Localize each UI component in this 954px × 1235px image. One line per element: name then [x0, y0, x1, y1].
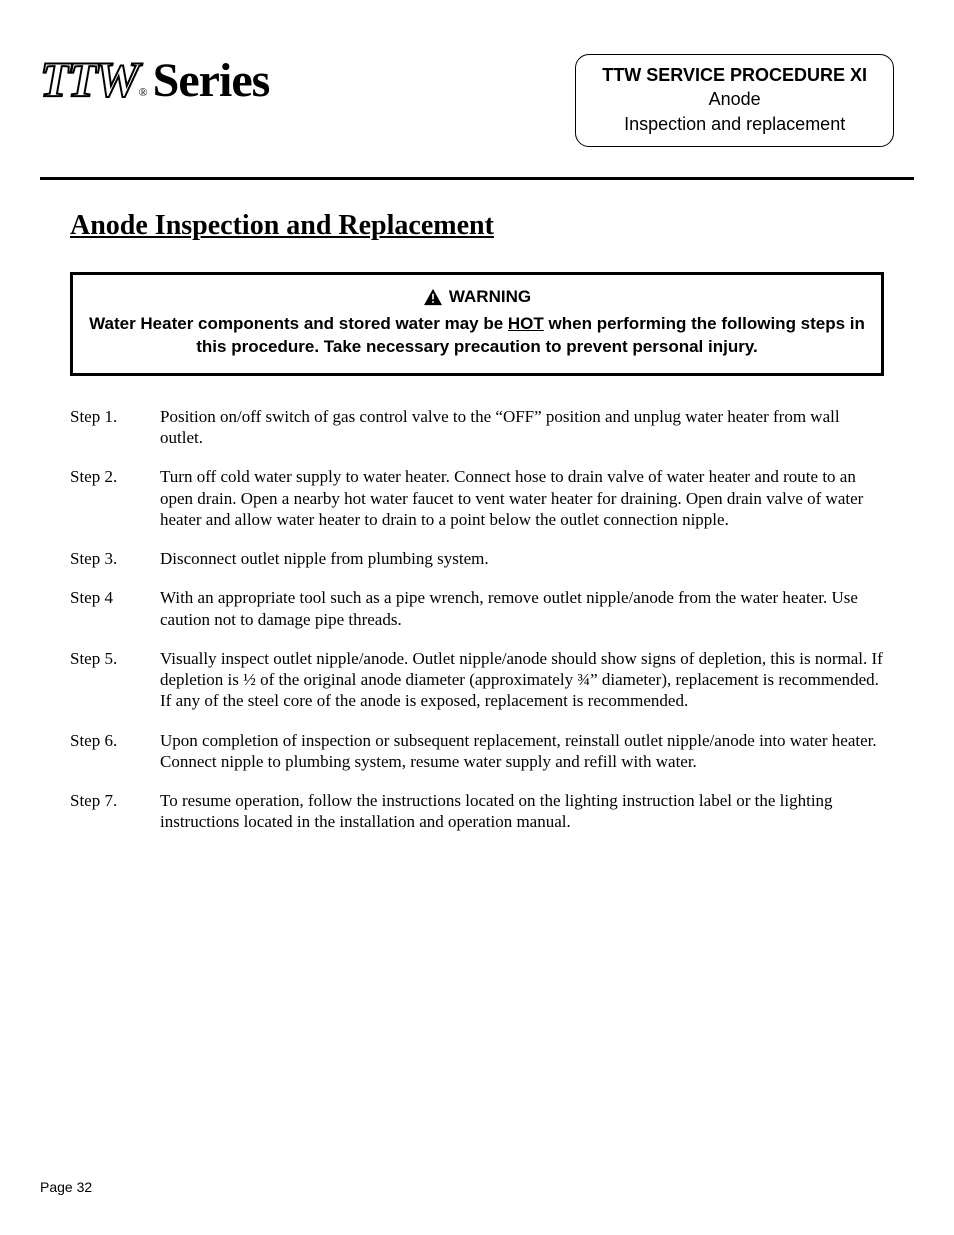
step-body: With an appropriate tool such as a pipe …: [160, 587, 884, 630]
step-body: Upon completion of inspection or subsequ…: [160, 730, 884, 773]
step-label: Step 7.: [70, 790, 160, 833]
step-body: Visually inspect outlet nipple/anode. Ou…: [160, 648, 884, 712]
warning-hot-word: HOT: [508, 314, 544, 333]
step-label: Step 4: [70, 587, 160, 630]
procedure-subtitle-2: Inspection and replacement: [602, 112, 867, 136]
main-content: Anode Inspection and Replacement WARNING…: [0, 180, 954, 833]
step-label: Step 1.: [70, 406, 160, 449]
warning-label: WARNING: [449, 287, 531, 307]
step-row: Step 5. Visually inspect outlet nipple/a…: [70, 648, 884, 712]
procedure-title: TTW SERVICE PROCEDURE XI: [602, 63, 867, 87]
step-label: Step 2.: [70, 466, 160, 530]
step-row: Step 6. Upon completion of inspection or…: [70, 730, 884, 773]
warning-text: Water Heater components and stored water…: [89, 313, 865, 359]
step-body: Turn off cold water supply to water heat…: [160, 466, 884, 530]
logo-brand-text: TTW: [40, 50, 141, 108]
page-header: TTW® Series TTW SERVICE PROCEDURE XI Ano…: [0, 0, 954, 167]
step-body: Position on/off switch of gas control va…: [160, 406, 884, 449]
procedure-subtitle-1: Anode: [602, 87, 867, 111]
step-body: To resume operation, follow the instruct…: [160, 790, 884, 833]
warning-triangle-icon: [423, 288, 443, 306]
step-row: Step 2. Turn off cold water supply to wa…: [70, 466, 884, 530]
brand-logo: TTW® Series: [40, 50, 269, 108]
step-label: Step 5.: [70, 648, 160, 712]
warning-label-row: WARNING: [423, 287, 531, 307]
steps-list: Step 1. Position on/off switch of gas co…: [70, 406, 884, 833]
step-row: Step 7. To resume operation, follow the …: [70, 790, 884, 833]
page-number: Page 32: [40, 1179, 92, 1195]
warning-box: WARNING Water Heater components and stor…: [70, 272, 884, 376]
step-row: Step 3. Disconnect outlet nipple from pl…: [70, 548, 884, 569]
step-label: Step 6.: [70, 730, 160, 773]
step-label: Step 3.: [70, 548, 160, 569]
warning-text-pre: Water Heater components and stored water…: [89, 314, 508, 333]
procedure-header-box: TTW SERVICE PROCEDURE XI Anode Inspectio…: [575, 54, 894, 147]
step-body: Disconnect outlet nipple from plumbing s…: [160, 548, 884, 569]
logo-registered-mark: ®: [139, 85, 147, 100]
logo-series-text: Series: [153, 53, 270, 108]
step-row: Step 4 With an appropriate tool such as …: [70, 587, 884, 630]
page-title: Anode Inspection and Replacement: [70, 210, 884, 242]
step-row: Step 1. Position on/off switch of gas co…: [70, 406, 884, 449]
